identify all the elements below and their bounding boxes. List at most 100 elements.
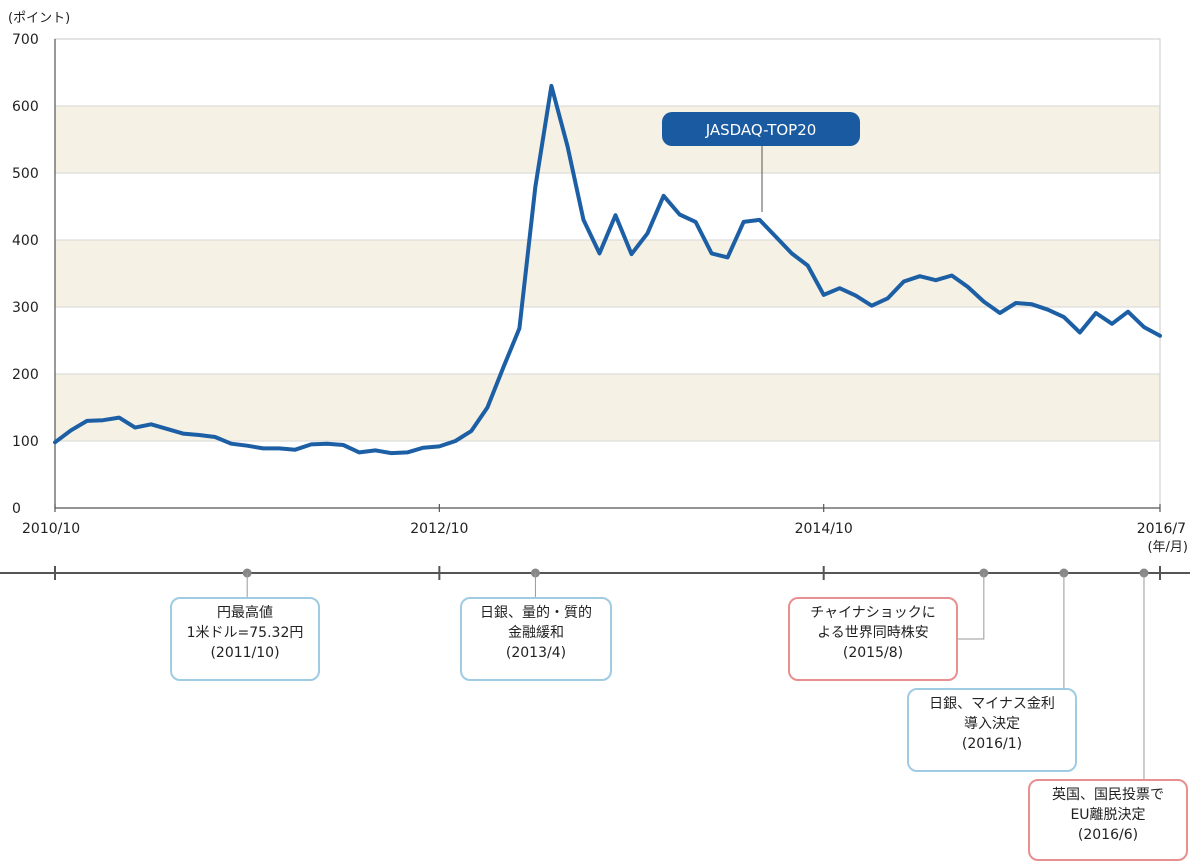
- x-tick-2016/7: 2016/7: [1137, 521, 1186, 537]
- event-1-line-0: 日銀、量的・質的: [480, 605, 592, 621]
- point-2014/9: [806, 263, 810, 267]
- x-axis-unit: (年/月): [1147, 540, 1188, 555]
- point-2012/7: [389, 451, 393, 455]
- point-2013/12: [662, 194, 666, 198]
- point-2011/6: [181, 432, 185, 436]
- y-tick-300: 300: [12, 300, 39, 316]
- event-4-line-2: (2016/6): [1077, 827, 1139, 843]
- point-2016/5: [1126, 310, 1130, 314]
- point-2014/3: [710, 251, 714, 255]
- event-3-line-0: 日銀、マイナス金利: [929, 696, 1055, 712]
- point-2016/4: [1110, 322, 1114, 326]
- event-box-3: 日銀、マイナス金利 導入決定 (2016/1): [907, 688, 1077, 772]
- y-axis-unit: (ポイント): [8, 11, 70, 26]
- point-2013/7: [581, 218, 585, 222]
- point-2011/5: [165, 427, 169, 431]
- point-2014/11: [838, 286, 842, 290]
- point-2015/7: [966, 285, 970, 289]
- point-2011/9: [229, 442, 233, 446]
- point-2012/8: [405, 450, 409, 454]
- point-2016/7: [1158, 334, 1162, 338]
- point-2016/1: [1062, 315, 1066, 319]
- point-2011/2: [117, 416, 121, 420]
- point-2012/6: [373, 448, 377, 452]
- point-2014/7: [774, 235, 778, 239]
- point-2016/3: [1094, 311, 1098, 315]
- event-3-line-1: 導入決定: [964, 716, 1020, 732]
- point-2010/12: [85, 419, 89, 423]
- event-box-4: 英国、国民投票で EU離脱決定 (2016/6): [1028, 779, 1188, 861]
- point-2010/10: [53, 440, 57, 444]
- point-2012/11: [453, 439, 457, 443]
- point-2012/4: [341, 443, 345, 447]
- y-tick-500: 500: [12, 166, 39, 182]
- point-2011/3: [133, 426, 137, 430]
- point-2011/1: [101, 418, 105, 422]
- event-0-line-1: 1米ドル=75.32円: [186, 625, 304, 641]
- point-2015/12: [1046, 308, 1050, 312]
- point-2013/3: [517, 326, 521, 330]
- event-connector-2: [958, 573, 985, 640]
- point-2013/1: [485, 406, 489, 409]
- point-2013/11: [646, 231, 650, 235]
- point-2013/6: [565, 144, 569, 148]
- event-2-line-0: チャイナショックに: [810, 605, 936, 621]
- point-2012/9: [421, 446, 425, 450]
- band-1: [55, 240, 1160, 307]
- y-tick-200: 200: [12, 367, 39, 383]
- point-2014/6: [758, 218, 762, 222]
- point-2012/12: [469, 429, 473, 433]
- x-tick-2010/10: 2010/10: [22, 521, 80, 537]
- event-4-line-1: EU離脱決定: [1070, 807, 1146, 823]
- point-2013/4: [533, 184, 537, 188]
- series-label-text: JASDAQ-TOP20: [705, 121, 817, 139]
- point-2011/8: [213, 435, 217, 439]
- point-2012/10: [437, 444, 441, 448]
- point-2011/12: [277, 446, 281, 450]
- event-box-1: 日銀、量的・質的 金融緩和 (2013/4): [460, 597, 612, 681]
- point-2015/9: [998, 311, 1002, 315]
- point-2012/3: [325, 442, 329, 446]
- point-2014/8: [790, 251, 794, 255]
- point-2011/10: [245, 444, 249, 448]
- series-label: JASDAQ-TOP20: [662, 112, 860, 212]
- point-2015/10: [1014, 301, 1018, 305]
- band-0: [55, 374, 1160, 441]
- point-2011/4: [149, 422, 153, 426]
- point-2015/5: [934, 278, 938, 282]
- point-2015/3: [902, 280, 906, 284]
- y-tick-600: 600: [12, 99, 39, 115]
- event-4-line-0: 英国、国民投票で: [1052, 787, 1164, 803]
- point-2015/1: [870, 304, 874, 308]
- x-tick-2014/10: 2014/10: [795, 521, 853, 537]
- point-2015/11: [1030, 302, 1034, 306]
- y-tick-100: 100: [12, 434, 39, 450]
- event-box-2: チャイナショックに よる世界同時株安 (2015/8): [788, 597, 958, 681]
- point-2011/11: [261, 446, 265, 450]
- point-2015/6: [950, 274, 954, 278]
- series-line-jasdaq-top20: [53, 83, 1162, 456]
- x-tick-2012/10: 2012/10: [410, 521, 468, 537]
- band-2: [55, 106, 1160, 173]
- y-tick-0: 0: [12, 501, 21, 517]
- point-2013/2: [501, 365, 505, 369]
- event-1-line-2: (2013/4): [505, 645, 567, 661]
- event-1-line-1: 金融緩和: [508, 625, 564, 641]
- point-2014/2: [694, 220, 698, 224]
- event-0-line-0: 円最高値: [217, 605, 273, 621]
- point-2013/8: [597, 251, 601, 255]
- point-2014/5: [742, 220, 746, 224]
- event-0-line-2: (2011/10): [210, 645, 280, 661]
- point-2012/1: [293, 448, 297, 452]
- point-2011/7: [197, 433, 201, 437]
- point-2013/9: [614, 213, 618, 217]
- point-2015/2: [886, 296, 890, 300]
- point-2012/2: [309, 442, 313, 446]
- point-2015/8: [982, 300, 986, 304]
- point-2014/10: [822, 293, 826, 297]
- y-tick-400: 400: [12, 233, 39, 249]
- point-2016/2: [1078, 330, 1082, 334]
- point-2012/5: [357, 450, 361, 454]
- event-3-line-2: (2016/1): [961, 736, 1023, 752]
